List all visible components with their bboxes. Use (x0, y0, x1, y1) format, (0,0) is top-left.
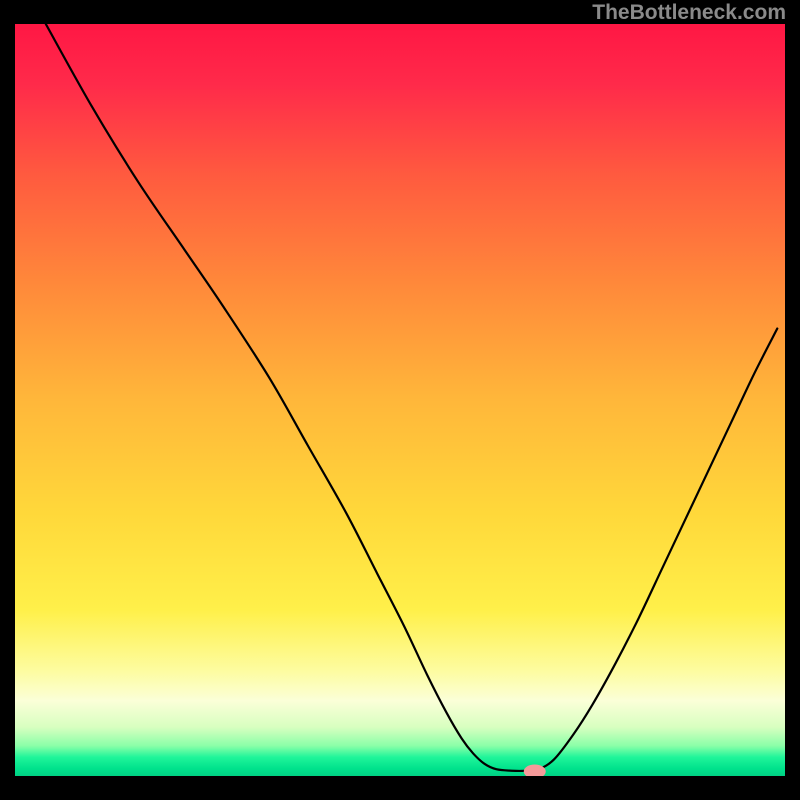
chart-background-gradient (15, 24, 785, 776)
watermark-text: TheBottleneck.com (592, 1, 786, 25)
bottleneck-chart (15, 24, 785, 776)
